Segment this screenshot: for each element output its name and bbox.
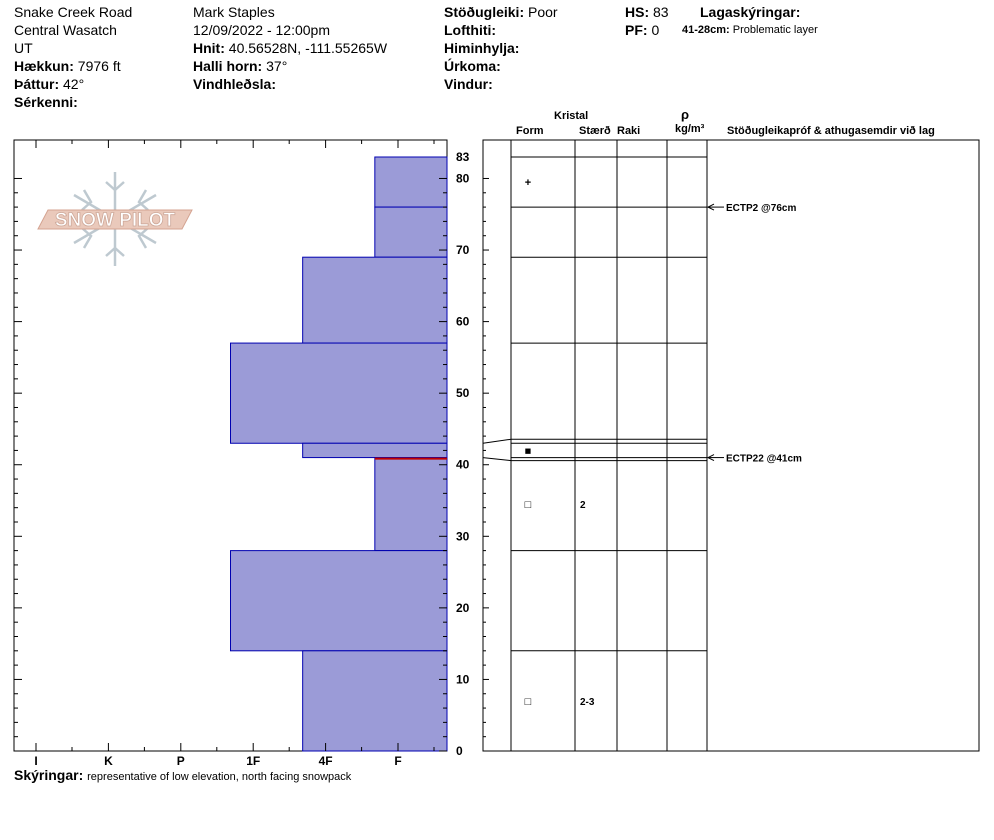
observation-datetime: 12/09/2022 - 12:00pm [193,22,330,38]
hardness-tick-label: I [34,754,37,768]
snowpilot-logo: SNOW PILOT [37,172,193,266]
features-label: Sérkenni: [14,94,78,110]
hs-value: 83 [653,4,669,20]
pf-label: PF: [625,22,648,38]
hardness-bar [302,442,448,459]
aspect-row: Þáttur: 42° [14,76,84,92]
hardness-plot-frame [13,139,448,752]
elevation-label: Hækkun: [14,58,74,74]
hardness-bar [374,457,448,552]
comments-label: Skýringar: [14,767,84,783]
stability-row: Stöðugleiki: Poor [444,4,558,20]
elevation-row: Hækkun: 7976 ft [14,58,121,74]
depth-tick-label: 60 [456,315,470,329]
air-temp-label: Lofthiti: [444,22,497,38]
depth-tick-label: 10 [456,672,470,686]
pf-value: 0 [651,22,660,38]
comments-text: representative of low elevation, north f… [87,771,352,783]
stability-test-label: ECTP2 @76cm [726,203,796,214]
hardness-tick-label: K [104,754,113,768]
hardness-tick-label: 1F [246,754,260,768]
slope-label: Halli horn: [193,58,263,74]
pf-row: PF: 0 [625,22,659,38]
hs-row: HS: 83 [625,4,669,20]
aspect-label: Þáttur: [14,76,60,92]
grain-form-symbol: + [525,177,531,189]
hardness-bar [230,342,448,444]
layer-note: 41-28cm: Problematic layer [682,24,818,37]
hardness-bar [302,256,448,344]
density-symbol: ρ [681,107,690,122]
moisture-header: Raki [617,125,641,137]
slope-row: Halli horn: 37° [193,58,287,74]
depth-tick-label: 20 [456,601,470,615]
depth-tick-label: 83 [456,150,470,164]
layer-connector [482,438,512,444]
location-name: Snake Creek Road [14,4,133,20]
hardness-tick-label: F [394,754,401,768]
observer-name: Mark Staples [193,4,275,20]
range-name: Central Wasatch [14,22,117,38]
hs-label: HS: [625,4,650,20]
test-arrow-head [706,203,715,211]
hardness-bar [230,550,448,652]
hardness-bar [374,156,448,208]
depth-tick-label: 80 [456,171,470,185]
coords-row: Hnit: 40.56528N, -111.55265W [193,40,387,56]
wind-label: Vindur: [444,76,493,92]
state-name: UT [14,40,33,56]
test-arrow-head [706,454,715,462]
hardness-bar [302,650,448,752]
elevation-value: 7976 ft [77,58,121,74]
slope-value: 37° [266,58,288,74]
layer-note-text: Problematic layer [732,24,818,36]
logo-text: SNOW PILOT [55,210,176,231]
comments-row: Skýringar: representative of low elevati… [14,767,351,784]
layer-note-range: 41-28cm: [682,24,730,36]
hardness-bar [374,206,448,258]
tests-header: Stöðugleikapróf & athugasemdir við lag [727,125,935,137]
hardness-tick-label: 4F [319,754,333,768]
density-unit: kg/m³ [675,123,705,135]
stability-label: Stöðugleiki: [444,4,525,20]
depth-tick-label: 40 [456,458,470,472]
grain-size-value: 2 [580,500,586,511]
grain-form-symbol: □ [525,499,532,511]
grain-form-symbol: □ [525,696,532,708]
form-header: Form [516,125,544,137]
grain-size-value: 2-3 [580,697,595,708]
hardness-tick-label: P [177,754,185,768]
crystal-header: Kristal [554,110,589,122]
depth-tick-label: 70 [456,243,470,257]
size-header: Stærð [579,125,611,137]
grain-table-frame [482,139,980,752]
layer-connector [482,457,512,462]
grain-form-symbol: ■ [525,445,532,457]
aspect-value: 42° [63,76,85,92]
precip-label: Úrkoma: [444,58,501,74]
coords-label: Hnit: [193,40,225,56]
stability-test-label: ECTP22 @41cm [726,454,802,465]
coords-value: 40.56528N, -111.55265W [228,40,388,56]
snowflake-icon [73,172,157,266]
layer-notes-label: Lagaskýringar: [700,4,801,20]
depth-tick-label: 0 [456,744,463,758]
stability-value: Poor [528,4,558,20]
depth-tick-label: 50 [456,386,470,400]
sky-label: Himinhylja: [444,40,520,56]
depth-tick-label: 30 [456,529,470,543]
wind-loading-label: Vindhleðsla: [193,76,276,92]
